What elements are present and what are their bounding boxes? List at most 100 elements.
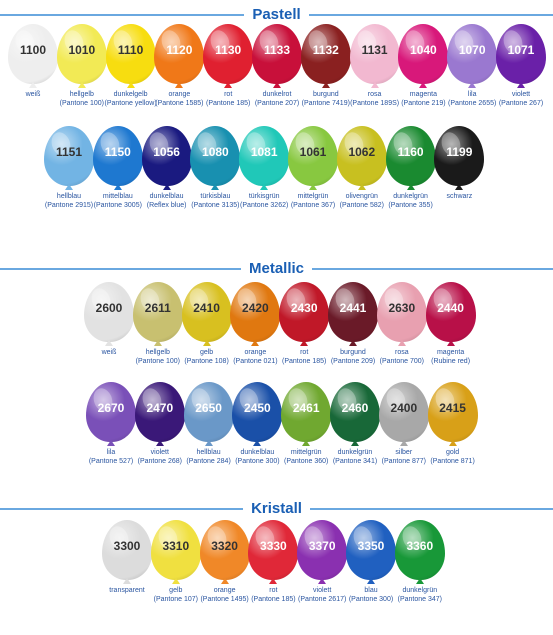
balloon-code: 3320 [211, 539, 238, 553]
balloon-pantone: (Pantone 107) [153, 596, 198, 603]
balloon-item-1061[interactable]: 1061 mittelgrün (Pantone 367) [288, 126, 338, 241]
balloon-knot [260, 184, 269, 190]
balloon-item-1151[interactable]: 1151 hellblau (Pantone 2915) [44, 126, 94, 241]
balloon-knot [123, 578, 131, 584]
balloon-color-name: orange [213, 587, 236, 594]
balloon-item-2441[interactable]: 2441 burgund (Pantone 209) [328, 282, 378, 397]
balloon-pantone: (Pantone 3262) [240, 202, 289, 209]
balloon-code: 1081 [250, 145, 278, 159]
balloon-item-1056[interactable]: 1056 dunkelblau (Reflex blue) [141, 126, 192, 241]
balloon-color-name: weiß [25, 91, 41, 98]
balloon-label: rosa (Pantone 189S) [332, 90, 418, 108]
balloon-code: 2410 [193, 301, 220, 315]
balloon-item-1040[interactable]: 1040 magenta (Pantone 219) [398, 24, 449, 139]
balloon-color-name: violett [150, 449, 169, 456]
balloon-item-3360[interactable]: 3360 dunkelgrün (Pantone 347) [394, 520, 445, 635]
balloon-item-2400[interactable]: 2400 silber (Pantone 877) [378, 382, 429, 497]
balloon-item-1120[interactable]: 1120 orange (Pantone 1585) [154, 24, 205, 139]
balloon-item-3310[interactable]: 3310 gelb (Pantone 107) [150, 520, 201, 635]
balloon-item-2450[interactable]: 2450 dunkelblau (Pantone 300) [232, 382, 283, 497]
balloon-shape: 1120 [154, 24, 205, 84]
balloon-shape: 1133 [252, 24, 302, 84]
balloon-item-2461[interactable]: 2461 mittelgrün (Pantone 360) [281, 382, 332, 497]
balloon-item-2470[interactable]: 2470 violett (Pantone 268) [134, 382, 185, 497]
balloon-color-name: magenta [409, 91, 438, 98]
balloon-item-1010[interactable]: 1010 hellgelb (Pantone 100) [56, 24, 107, 139]
balloon-item-1150[interactable]: 1150 mittelblau (Pantone 3005) [92, 126, 143, 241]
balloon-item-2650[interactable]: 2650 hellblau (Pantone 284) [183, 382, 234, 497]
balloon-item-1160[interactable]: 1160 dunkelgrün (Pantone 355) [385, 126, 436, 241]
balloon-item-2611[interactable]: 2611 hellgelb (Pantone 100) [132, 282, 183, 397]
balloon-shape: 1062 [336, 126, 387, 186]
balloon-code: 1010 [68, 43, 96, 57]
balloon-knot [224, 82, 233, 88]
balloon-item-2440[interactable]: 2440 magenta (Rubine red) [425, 282, 476, 397]
balloon-label: hellgelb (Pantone 100) [39, 90, 125, 108]
balloon-pantone: (Pantone 2617) [298, 596, 347, 603]
balloon-item-2420[interactable]: 2420 orange (Pantone 021) [230, 282, 281, 397]
balloon-color-name: silber [395, 449, 413, 456]
balloon-code: 1061 [299, 145, 327, 159]
balloon-label: violett (Pantone 267) [478, 90, 553, 108]
balloon-item-1070[interactable]: 1070 lila (Pantone 2655) [447, 24, 498, 139]
balloon-item-1081[interactable]: 1081 türkisgrün (Pantone 3262) [239, 126, 290, 241]
balloon-item-3300[interactable]: 3300 transparent [102, 520, 152, 635]
balloon-item-2600[interactable]: 2600 weiß [84, 282, 134, 397]
balloon-item-1133[interactable]: 1133 dunkelrot (Pantone 207) [252, 24, 302, 139]
balloon-color-name: mittelgrün [290, 449, 322, 456]
balloon-shape: 2430 [279, 282, 330, 342]
balloon-code: 3360 [406, 539, 434, 553]
balloon-code: 1070 [458, 43, 486, 57]
balloon-item-1071[interactable]: 1071 violett (Pantone 267) [496, 24, 546, 139]
balloon-color-name: rot [224, 91, 233, 98]
balloon-item-1100[interactable]: 1100 weiß [8, 24, 58, 139]
balloon-color-name: hellgelb [145, 349, 170, 356]
balloon-item-2670[interactable]: 2670 lila (Pantone 527) [86, 382, 136, 497]
balloon-label: türkisblau (Pantone 3135) [172, 192, 258, 210]
balloon-code: 2630 [388, 301, 416, 315]
balloon-item-2630[interactable]: 2630 rosa (Pantone 700) [376, 282, 427, 397]
balloon-code: 3330 [260, 539, 287, 553]
balloon-item-2410[interactable]: 2410 gelb (Pantone 108) [181, 282, 232, 397]
balloon-item-3370[interactable]: 3370 violett (Pantone 2617) [297, 520, 348, 635]
balloon-item-1132[interactable]: 1132 burgund (Pantone 7419) [300, 24, 351, 139]
balloon-pantone: (Pantone 300) [235, 458, 280, 465]
balloon-color-name: rot [269, 587, 278, 594]
balloon-knot [446, 340, 455, 346]
balloon-pantone: (Pantone 360) [284, 458, 329, 465]
balloon-item-1199[interactable]: 1199 schwarz [434, 126, 485, 241]
balloon-item-1131[interactable]: 1131 rosa (Pantone 189S) [349, 24, 400, 139]
balloon-item-3320[interactable]: 3320 orange (Pantone 1495) [199, 520, 250, 635]
balloon-color-name: dunkelgelb [113, 91, 148, 98]
section-title-text: Metallic [240, 260, 313, 277]
balloon-color-name: dunkelrot [262, 91, 292, 98]
balloon-label: mittelgrün (Pantone 367) [270, 192, 356, 210]
balloon-item-1130[interactable]: 1130 rot (Pantone 185) [203, 24, 254, 139]
balloon-item-3330[interactable]: 3330 rot (Pantone 185) [248, 520, 299, 635]
balloon-color-name: burgund [340, 349, 366, 356]
balloon-knot [113, 184, 122, 190]
balloon-item-1110[interactable]: 1110 dunkelgelb (Pantone yellow) [105, 24, 157, 139]
balloon-label: orange (Pantone 1585) [136, 90, 222, 108]
balloon-knot [397, 340, 406, 346]
balloon-code: 1062 [348, 145, 376, 159]
balloon-color-name: orange [244, 349, 267, 356]
balloon-knot [202, 340, 211, 346]
balloon-knot [253, 440, 262, 446]
balloon-item-2415[interactable]: 2415 gold (Pantone 871) [427, 382, 478, 497]
balloon-shape: 2420 [230, 282, 281, 342]
balloon-shape: 1080 [190, 126, 241, 186]
balloon-item-1080[interactable]: 1080 türkisblau (Pantone 3135) [190, 126, 241, 241]
balloon-color-name: mittelblau [102, 193, 133, 200]
balloon-item-2460[interactable]: 2460 dunkelgrün (Pantone 341) [330, 382, 380, 497]
balloon-color-name: transparent [109, 587, 145, 594]
balloon-item-2430[interactable]: 2430 rot (Pantone 185) [279, 282, 330, 397]
balloon-knot [107, 440, 115, 446]
balloon-code: 1133 [263, 43, 291, 57]
balloon-item-1062[interactable]: 1062 olivengrün (Pantone 582) [336, 126, 387, 241]
balloon-code: 1071 [507, 43, 535, 57]
balloon-item-3350[interactable]: 3350 blau (Pantone 300) [346, 520, 396, 635]
balloon-color-name: gelb [169, 587, 183, 594]
balloon-knot [415, 578, 424, 584]
balloon-color-name: hellgelb [69, 91, 94, 98]
